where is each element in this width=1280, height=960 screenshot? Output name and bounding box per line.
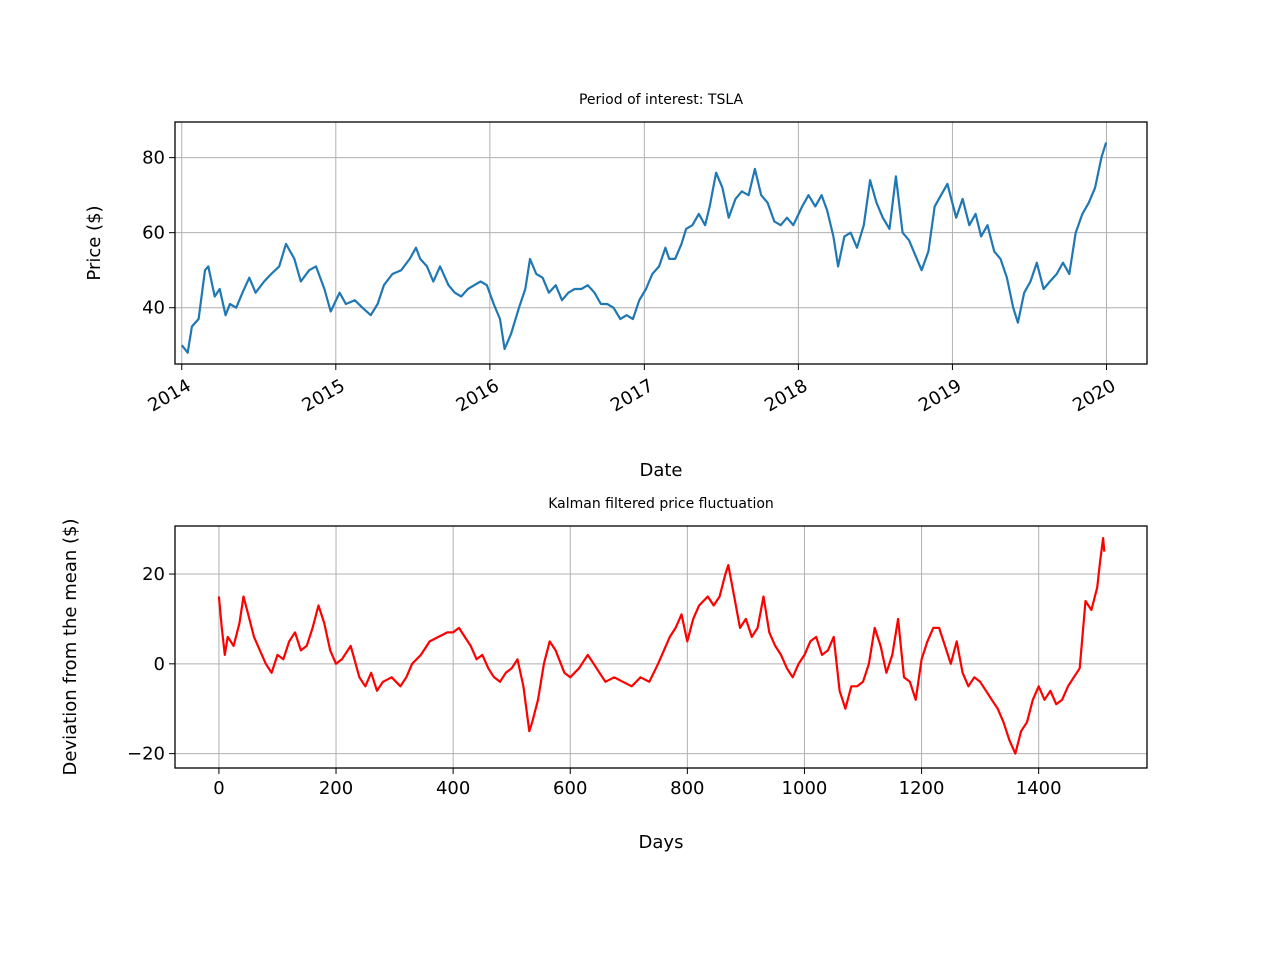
x-tick-label: 200 [319, 778, 353, 799]
y-tick-label: 80 [142, 148, 165, 169]
price-line [180, 142, 1108, 354]
deviation-line [217, 537, 1106, 755]
y-tick-label: 60 [142, 223, 165, 244]
deviation-chart-frame [174, 525, 1148, 769]
price-chart-ylabel: Price ($) [84, 205, 105, 280]
price-chart-grid [175, 122, 1147, 364]
y-tick-label: 0 [154, 654, 165, 675]
deviation-chart-xlabel: Days [639, 832, 684, 853]
x-tick-label: 600 [553, 778, 587, 799]
y-tick-label: 20 [142, 564, 165, 585]
price-chart-title: Period of interest: TSLA [579, 92, 743, 108]
deviation-chart-title: Kalman filtered price fluctuation [548, 496, 774, 512]
x-tick-label: 800 [670, 778, 704, 799]
price-chart-xlabel: Date [639, 460, 682, 481]
deviation-chart-ylabel: Deviation from the mean ($) [60, 519, 81, 776]
y-tick-label: 40 [142, 298, 165, 319]
price-chart-frame [174, 121, 1148, 365]
deviation-chart-ticks: 0 200 400 600 800 1000 1200 1400 −20 0 20 [127, 564, 1062, 799]
x-tick-label: 1400 [1016, 778, 1062, 799]
x-tick-label: 400 [436, 778, 470, 799]
x-tick-label: 1200 [899, 778, 945, 799]
x-tick-label: 1000 [782, 778, 828, 799]
deviation-chart: 0 200 400 600 800 1000 1200 1400 −20 0 20 Kalman f… [60, 496, 1148, 853]
y-tick-label: −20 [127, 744, 165, 765]
x-tick-label: 0 [213, 778, 224, 799]
